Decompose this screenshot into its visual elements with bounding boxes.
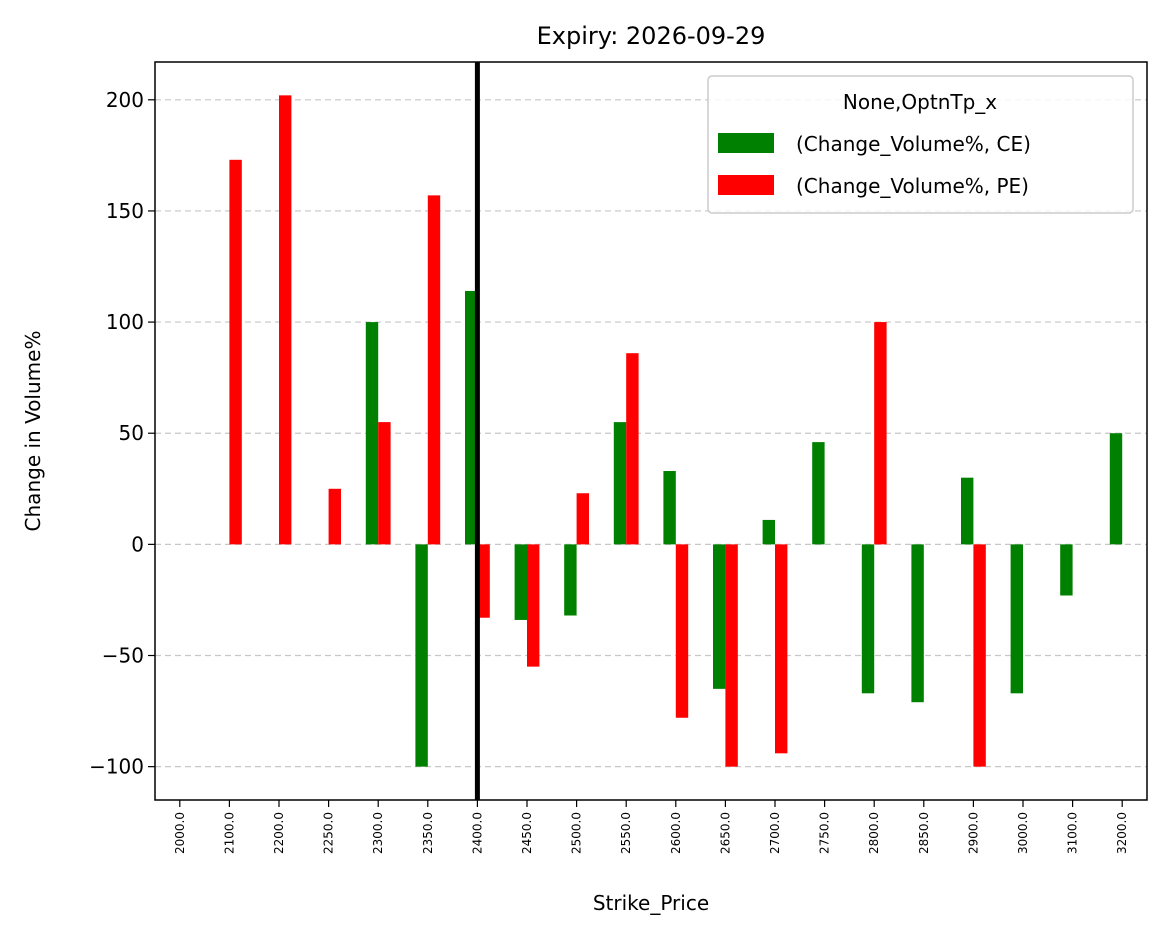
y-tick-label: 200: [106, 88, 144, 112]
x-tick-label: 3200.0: [1115, 812, 1129, 854]
x-tick-label: 2750.0: [818, 812, 832, 854]
x-tick-label: 2700.0: [768, 812, 782, 854]
y-axis-ticks: 200 150 100 50 0 −50 −100: [89, 88, 155, 779]
plot-frame: [154, 61, 1148, 801]
bar-pe: [675, 544, 689, 718]
legend-label-pe: (Change_Volume%, PE): [796, 174, 1029, 198]
bar-ce: [961, 477, 974, 545]
bar-ce: [514, 544, 527, 620]
bar-pe: [229, 159, 242, 545]
x-tick-label: 2250.0: [322, 812, 336, 854]
bar-ce: [663, 471, 676, 545]
y-tick-label: −100: [89, 755, 144, 779]
bar-ce: [1109, 433, 1123, 545]
bar-pe: [973, 544, 986, 767]
bar-ce: [613, 422, 627, 545]
y-tick-label: 100: [106, 310, 144, 334]
bar-ce: [713, 544, 726, 689]
y-tick-label: 0: [131, 532, 144, 556]
bar-pe: [576, 493, 589, 545]
legend-label-ce: (Change_Volume%, CE): [796, 132, 1031, 156]
bar-pe: [775, 544, 788, 754]
bar-ce: [415, 544, 428, 767]
bar-ce: [911, 544, 924, 703]
legend-box: [707, 75, 1134, 214]
x-tick-label: 2300.0: [371, 812, 385, 854]
legend-swatch-pe: [718, 175, 774, 195]
x-tick-label: 3100.0: [1066, 812, 1080, 854]
x-tick-label: 2000.0: [173, 812, 187, 854]
y-tick-label: −50: [102, 644, 144, 668]
bar-ce: [564, 544, 577, 616]
x-tick-label: 2350.0: [421, 812, 435, 854]
bar-pe: [626, 353, 639, 545]
x-tick-label: 2100.0: [222, 812, 236, 854]
legend-swatch-ce: [718, 133, 774, 153]
x-tick-label: 2550.0: [619, 812, 633, 854]
x-axis-ticks: 2000.0 2100.0 2200.0 2250.0 2300.0 2350.0 2400…: [173, 800, 1129, 854]
bar-pe: [527, 544, 540, 667]
bars: [229, 95, 1123, 767]
bar-pe: [328, 488, 341, 545]
x-tick-label: 2200.0: [272, 812, 286, 854]
bar-ce: [861, 544, 875, 694]
y-tick-label: 50: [119, 421, 144, 445]
legend-title: None,OptnTp_x: [843, 90, 997, 114]
bar-pe: [378, 422, 391, 545]
y-axis-label: Change in Volume%: [21, 331, 45, 532]
x-tick-label: 2450.0: [520, 812, 534, 854]
legend: None,OptnTp_x (Change_Volume%, CE) (Chan…: [707, 75, 1134, 214]
y-tick-label: 150: [106, 199, 144, 223]
x-tick-label: 3000.0: [1016, 812, 1030, 854]
bar-pe: [874, 322, 887, 545]
x-tick-label: 2850.0: [917, 812, 931, 854]
bar-pe: [477, 544, 490, 618]
grid-lines: [155, 99, 1147, 768]
x-tick-label: 2600.0: [669, 812, 683, 854]
bar-pe: [427, 195, 441, 545]
bar-ce: [1060, 544, 1073, 596]
chart-title: Expiry: 2026-09-29: [537, 22, 766, 50]
bar-ce: [465, 290, 478, 545]
bar-ce: [365, 322, 379, 545]
bar-pe: [725, 544, 738, 767]
x-axis-label: Strike_Price: [593, 891, 709, 915]
bar-ce: [812, 442, 825, 545]
bar-ce: [762, 519, 775, 545]
x-tick-label: 2900.0: [966, 812, 980, 854]
bar-pe: [279, 95, 292, 545]
x-tick-label: 2650.0: [718, 812, 732, 854]
x-tick-label: 2800.0: [867, 812, 881, 854]
bar-ce: [1010, 544, 1023, 694]
x-tick-label: 2400.0: [470, 812, 484, 854]
x-tick-label: 2500.0: [570, 812, 584, 854]
